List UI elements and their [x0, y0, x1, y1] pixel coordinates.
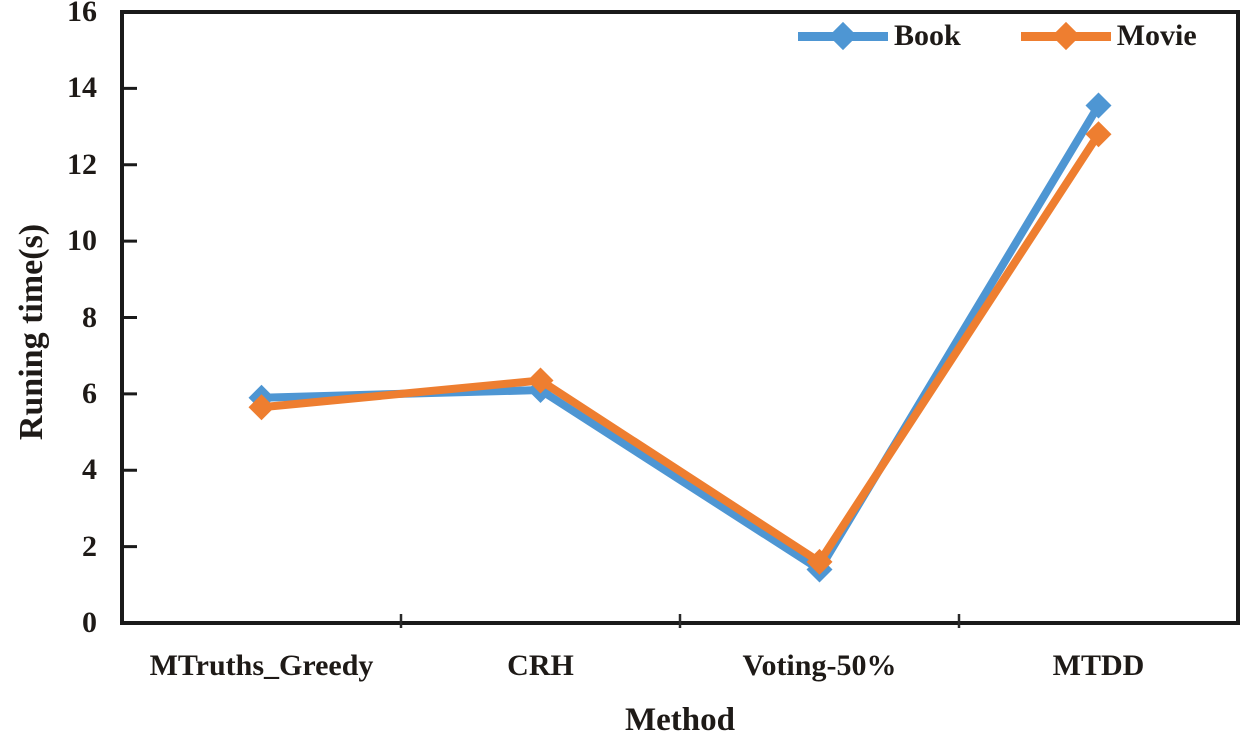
y-tick-label: 8 [82, 300, 97, 334]
legend-diamond-icon-book [828, 21, 858, 51]
y-tick-label: 16 [67, 0, 97, 28]
x-category-label: Voting-50% [742, 649, 897, 682]
x-axis-title: Method [625, 702, 735, 738]
plot-border [120, 10, 1240, 625]
y-tick-label: 0 [82, 606, 97, 639]
series-marker-movie [1085, 121, 1112, 148]
legend: Book Movie [798, 18, 1197, 54]
series-marker-movie [248, 394, 275, 421]
series-marker-movie [806, 548, 833, 575]
x-category-label: MTDD [1052, 649, 1145, 682]
y-tick-label: 2 [82, 529, 97, 563]
legend-item-movie: Movie [1020, 18, 1197, 54]
series-marker-movie [527, 367, 554, 394]
legend-label-book: Book [894, 19, 961, 52]
legend-line-icon-movie [1020, 21, 1111, 51]
y-tick-label: 4 [82, 453, 97, 487]
y-tick-label: 14 [67, 71, 97, 105]
x-category-label: CRH [507, 649, 574, 682]
legend-line-icon-book [798, 21, 888, 51]
legend-diamond-icon-movie [1051, 21, 1080, 51]
y-tick-label: 10 [67, 224, 97, 258]
series-line-movie [257, 130, 1103, 566]
legend-item-book: Book [798, 18, 961, 54]
y-tick-label: 12 [67, 147, 97, 181]
legend-label-movie: Movie [1116, 19, 1197, 52]
x-category-label: MTruths_Greedy [149, 649, 374, 682]
series-line-book [257, 101, 1103, 574]
y-tick-label: 6 [82, 376, 97, 410]
series-marker-book [1085, 92, 1112, 119]
